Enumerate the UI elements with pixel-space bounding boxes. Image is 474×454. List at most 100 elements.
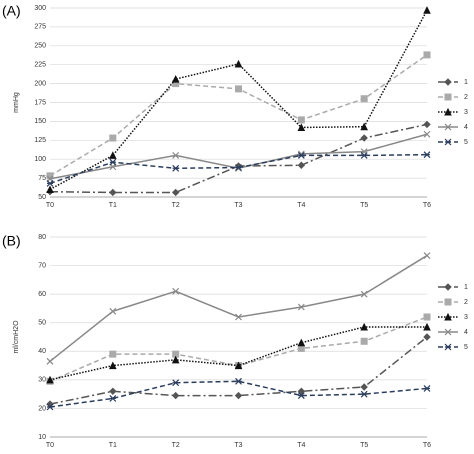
marker (109, 395, 117, 402)
marker (109, 350, 117, 358)
legend-label: 2 (464, 299, 468, 306)
marker (297, 338, 306, 347)
marker (444, 343, 452, 351)
marker (423, 130, 431, 138)
y-tick-label: 50 (38, 194, 46, 201)
y-tick-label: 250 (34, 43, 46, 50)
y-tick-label: 30 (38, 377, 46, 384)
marker (360, 151, 368, 159)
y-tick-label: 75 (38, 175, 46, 182)
marker (109, 361, 117, 370)
legend-label: 5 (464, 344, 468, 351)
y-tick-label: 40 (38, 348, 46, 355)
marker (109, 158, 117, 166)
marker (297, 344, 305, 352)
marker (297, 303, 305, 311)
marker (46, 357, 54, 365)
legend-label: 4 (464, 124, 468, 131)
marker (172, 287, 180, 295)
x-tick-label: T2 (172, 442, 180, 449)
marker (423, 385, 431, 392)
marker (171, 188, 180, 197)
legend-label: 4 (464, 329, 468, 336)
marker (235, 313, 242, 321)
panel-label: (B) (2, 233, 21, 249)
y-tick-label: 150 (34, 118, 46, 125)
marker (46, 179, 54, 187)
x-tick-label: T3 (234, 202, 242, 209)
marker (360, 122, 368, 131)
x-tick-label: T5 (360, 202, 368, 209)
marker (423, 6, 431, 14)
marker (423, 120, 431, 129)
marker (297, 123, 306, 131)
legend-label: 2 (464, 94, 468, 101)
marker (360, 337, 368, 345)
marker (109, 188, 117, 197)
marker (234, 59, 243, 68)
marker (360, 383, 368, 391)
marker (109, 387, 117, 395)
marker (235, 85, 242, 93)
y-tick-label: 300 (34, 5, 46, 12)
marker (360, 134, 368, 142)
marker (423, 322, 431, 331)
marker (423, 151, 431, 159)
x-tick-label: T1 (109, 202, 117, 209)
marker (172, 164, 180, 172)
y-tick-label: 275 (34, 24, 46, 31)
x-tick-label: T4 (297, 202, 305, 209)
marker (297, 151, 305, 159)
marker (109, 151, 117, 159)
x-tick-label: T6 (423, 442, 431, 449)
y-tick-label: 200 (34, 80, 46, 87)
y-axis-label: mmHg (13, 92, 20, 113)
marker (46, 185, 54, 193)
x-tick-label: T5 (360, 442, 368, 449)
x-tick-label: T3 (234, 442, 242, 449)
y-tick-label: 20 (38, 405, 46, 412)
marker (444, 283, 452, 291)
y-tick-label: 100 (34, 156, 46, 163)
series-line (49, 316, 428, 382)
y-tick-label: 50 (38, 320, 46, 327)
legend-label: 3 (464, 314, 468, 321)
y-tick-label: 60 (38, 291, 46, 298)
marker (46, 375, 54, 384)
marker (444, 138, 452, 146)
marker (109, 307, 117, 315)
panel-label: (A) (2, 3, 21, 19)
marker (172, 379, 180, 387)
marker (444, 298, 452, 306)
marker (360, 290, 368, 298)
y-tick-label: 125 (34, 137, 46, 144)
marker (234, 391, 243, 400)
marker (444, 107, 452, 116)
marker (235, 377, 242, 385)
marker (444, 328, 452, 336)
x-tick-label: T4 (297, 442, 305, 449)
y-tick-label: 80 (38, 234, 46, 241)
marker (172, 151, 180, 159)
marker (297, 387, 306, 395)
marker (235, 164, 242, 171)
marker (444, 123, 452, 131)
series-line (49, 326, 427, 381)
y-tick-label: 225 (34, 62, 46, 69)
marker (360, 390, 368, 398)
y-tick-label: 70 (38, 262, 46, 269)
marker (171, 74, 180, 83)
marker (444, 312, 452, 321)
y-axis-label: ml/cmH2O (13, 320, 20, 354)
x-tick-label: T6 (423, 202, 431, 209)
marker (360, 95, 368, 103)
marker (423, 51, 431, 59)
legend-label: 3 (464, 109, 468, 116)
marker (423, 333, 431, 341)
legend-label: 5 (464, 139, 468, 146)
marker (360, 322, 368, 331)
marker (171, 391, 180, 400)
y-tick-label: 10 (38, 434, 46, 441)
marker (46, 403, 54, 411)
